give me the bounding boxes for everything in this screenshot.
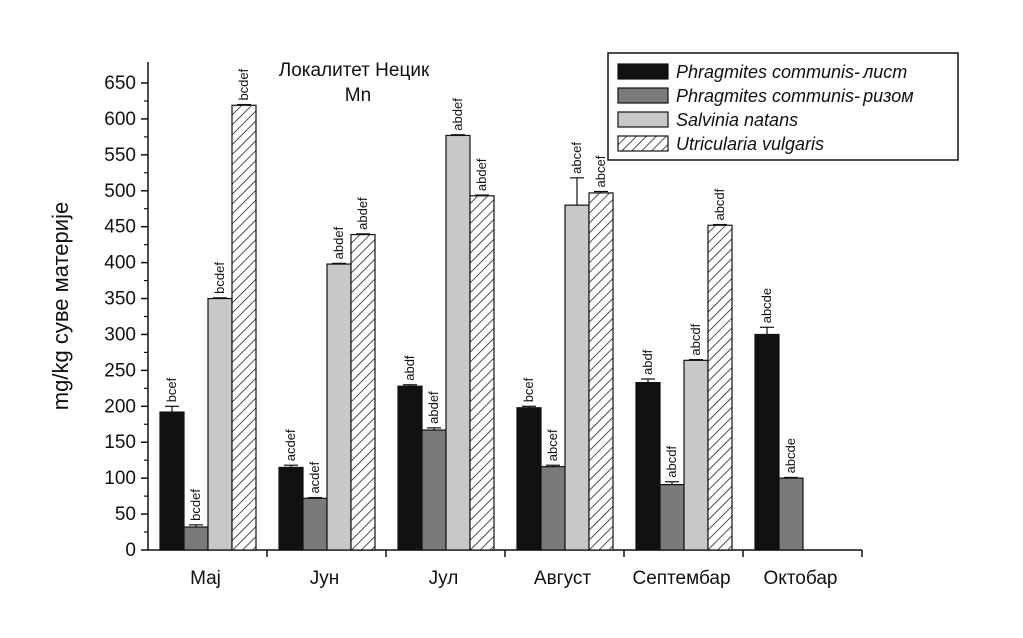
x-tick-label: Септембар xyxy=(632,568,730,589)
bar xyxy=(326,263,352,551)
data-label: bcef xyxy=(164,377,179,402)
legend-label-species: Phragmites communis- xyxy=(676,86,860,106)
bars: bcefbcdefbcdefbcdefacdefacdefabdefabdefa… xyxy=(159,68,804,551)
data-label: abdef xyxy=(355,197,370,230)
data-label: abdef xyxy=(450,98,465,131)
data-label: abdef xyxy=(331,226,346,259)
bar xyxy=(159,411,185,551)
data-label: abcef xyxy=(569,142,584,174)
y-tick-label: 500 xyxy=(104,181,136,202)
x-tick-label: Јул xyxy=(429,568,459,589)
bar xyxy=(683,359,709,551)
legend-swatch xyxy=(617,87,669,104)
bar xyxy=(635,381,661,551)
bar xyxy=(278,466,304,551)
legend-swatch xyxy=(617,111,669,128)
bar xyxy=(588,192,614,551)
bar xyxy=(754,333,780,551)
x-tick-label: Јун xyxy=(310,568,340,589)
bar xyxy=(469,195,495,551)
legend-label-species: Phragmites communis- xyxy=(676,62,860,82)
legend-label-species: Utricularia vulgaris xyxy=(676,134,824,154)
y-tick-label: 150 xyxy=(104,432,136,453)
data-label: abcde xyxy=(759,288,774,323)
data-label: abdf xyxy=(640,349,655,375)
data-label: bcdef xyxy=(212,262,227,294)
x-tick-label: Мај xyxy=(190,568,221,589)
bar xyxy=(564,204,590,551)
bar xyxy=(778,477,804,551)
data-label: abdf xyxy=(402,355,417,381)
x-ticks: Мај Јун Јул Август Септембар Октобар xyxy=(190,550,863,589)
bar xyxy=(183,526,209,551)
y-axis-label: mg/kg суве материје xyxy=(48,202,73,410)
data-label: bcdef xyxy=(188,489,203,521)
y-tick-label: 600 xyxy=(104,109,136,130)
legend-label: Salvinia natans xyxy=(676,110,798,130)
data-label: abcdf xyxy=(712,188,727,220)
legend-label-species: Salvinia natans xyxy=(676,110,798,130)
bar xyxy=(302,497,328,551)
bar xyxy=(421,429,447,551)
bar xyxy=(707,224,733,551)
legend-swatch xyxy=(617,135,669,152)
y-tick-label: 300 xyxy=(104,324,136,345)
x-tick-label: Август xyxy=(534,568,591,589)
data-label: bcef xyxy=(521,377,536,402)
y-tick-label: 250 xyxy=(104,360,136,381)
y-tick-label: 400 xyxy=(104,253,136,274)
y-tick-label: 650 xyxy=(104,73,136,94)
legend-swatch xyxy=(617,63,669,80)
y-tick-label: 200 xyxy=(104,396,136,417)
y-tick-label: 350 xyxy=(104,289,136,310)
bar xyxy=(540,466,566,551)
chart-subtitle: Mn xyxy=(345,85,371,106)
bar xyxy=(397,385,423,551)
x-tick-label: Октобар xyxy=(764,568,838,589)
y-tick-label: 50 xyxy=(115,504,136,525)
data-label: abcef xyxy=(545,429,560,461)
legend-label: Phragmites communis-лист xyxy=(676,62,907,82)
y-tick-label: 0 xyxy=(125,540,136,561)
y-tick-label: 100 xyxy=(104,468,136,489)
data-label: abcdf xyxy=(664,446,679,478)
data-label: abcef xyxy=(593,155,608,187)
bar xyxy=(445,134,471,551)
bar xyxy=(659,484,685,551)
bar xyxy=(207,297,233,551)
data-label: abdef xyxy=(426,391,441,424)
y-ticks: 0 50 100 150 200 250 300 350 400 450 500 550 600 650 xyxy=(104,73,148,561)
legend-label: Utricularia vulgaris xyxy=(676,134,824,154)
chart-title: Локалитет Нецик xyxy=(279,60,430,81)
legend-label-part: лист xyxy=(862,62,907,82)
bar xyxy=(350,233,376,551)
legend-label: Phragmites communis-ризом xyxy=(676,86,914,106)
bar xyxy=(516,407,542,551)
y-tick-label: 550 xyxy=(104,145,136,166)
data-label: abdef xyxy=(474,158,489,191)
legend-label-part: ризом xyxy=(862,86,914,106)
data-label: acdef xyxy=(283,429,298,461)
data-label: abcdf xyxy=(688,323,703,355)
y-tick-label: 450 xyxy=(104,217,136,238)
data-label: bcdef xyxy=(236,68,251,100)
data-label: acdef xyxy=(307,461,322,493)
data-label: abcde xyxy=(783,438,798,473)
bar xyxy=(231,104,257,551)
